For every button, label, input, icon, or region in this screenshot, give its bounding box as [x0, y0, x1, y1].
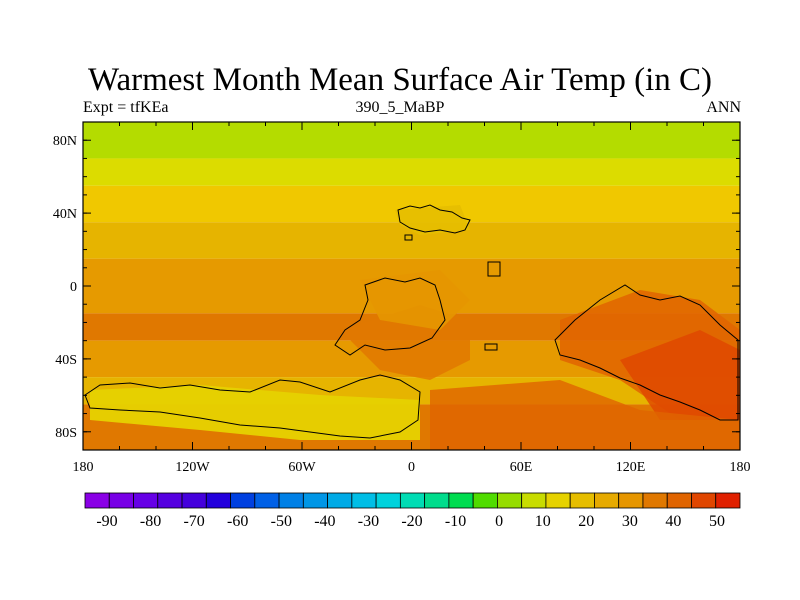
colorbar-label: 20 [578, 513, 594, 530]
time-period-label: 390_5_MaBP [355, 99, 445, 116]
colorbar-swatch [327, 492, 353, 509]
lon-tick-label: 60E [510, 460, 533, 475]
temperature-features [90, 205, 740, 450]
colorbar-label: -10 [445, 513, 466, 530]
coastline-small-island-3 [484, 343, 498, 351]
colorbar-swatch [472, 492, 498, 509]
colorbar-swatch [84, 492, 110, 509]
colorbar-swatch [108, 492, 134, 509]
map-ticks [82, 121, 741, 451]
colorbar-swatch [545, 492, 571, 509]
experiment-label: Expt = tfKEa [83, 99, 169, 116]
lon-tick-label: 180 [730, 460, 751, 475]
colorbar-swatch [691, 492, 717, 509]
colorbar-swatch [302, 492, 328, 509]
colorbar-swatch [497, 492, 523, 509]
colorbar-swatch [448, 492, 474, 509]
colorbar-label: -60 [227, 513, 248, 530]
coastlines [84, 204, 739, 439]
coastline-north [397, 204, 471, 234]
colorbar-swatch [666, 492, 692, 509]
colorbar-label: 0 [495, 513, 503, 530]
colorbar-swatch [230, 492, 256, 509]
colorbar-swatch [181, 492, 207, 509]
colorbar-swatch [205, 492, 231, 509]
colorbar-label: 30 [622, 513, 638, 530]
colorbar-swatch [278, 492, 304, 509]
colorbar-swatch [618, 492, 644, 509]
colorbar-label: -90 [96, 513, 117, 530]
colorbar-swatch [375, 492, 401, 509]
lat-tick-label: 0 [70, 280, 77, 295]
lat-tick-label: 80S [55, 426, 77, 441]
colorbar-swatch [569, 492, 595, 509]
lon-tick-label: 120E [616, 460, 646, 475]
colorbar-label: -30 [358, 513, 379, 530]
coastline-africa [334, 277, 446, 356]
coastline-east [554, 284, 739, 421]
lat-tick-label: 40N [53, 207, 77, 222]
colorbar-swatch [594, 492, 620, 509]
colorbar-label: 40 [665, 513, 681, 530]
colorbar-label: -50 [271, 513, 292, 530]
warm-region-antarctica [430, 380, 740, 450]
lon-tick-label: 60W [288, 460, 316, 475]
colorbar-swatch [399, 492, 426, 509]
colorbar-swatch [351, 492, 377, 509]
colorbar-label: -40 [314, 513, 335, 530]
temperature-band-1 [83, 158, 740, 186]
colorbar [84, 492, 741, 509]
colorbar-swatch [157, 492, 183, 509]
cool-region-gondwana [90, 385, 420, 440]
season-label: ANN [706, 99, 741, 116]
coastline-gondwana-west [84, 374, 421, 439]
hot-region-australia [620, 330, 740, 420]
lat-tick-label: 80N [53, 134, 77, 149]
colorbar-swatch [424, 492, 450, 509]
lat-tick-label: 40S [55, 353, 77, 368]
north-continent [395, 205, 470, 235]
coastline-small-island-2 [487, 261, 501, 277]
lon-tick-label: 180 [73, 460, 94, 475]
colorbar-label: -20 [401, 513, 422, 530]
colorbar-label: -70 [183, 513, 204, 530]
colorbar-swatch [254, 492, 280, 509]
coastline-small-island-1 [404, 234, 413, 241]
plot-title: Warmest Month Mean Surface Air Temp (in … [87, 62, 713, 98]
colorbar-swatch [133, 492, 159, 509]
lon-tick-label: 0 [408, 460, 415, 475]
tropical-africa [360, 270, 470, 330]
colorbar-labels: -90 -80 -70 -60 -50 -40 -30 -20 -10 0 10 20 30 40 50 [96, 513, 725, 530]
colorbar-label: -80 [140, 513, 161, 530]
colorbar-label: 10 [535, 513, 551, 530]
map-tick-labels: 80N 40N 0 40S 80S 180 120W 60W 0 60E 120E 180 [53, 134, 751, 475]
lon-tick-label: 120W [175, 460, 210, 475]
colorbar-swatch [521, 492, 547, 509]
colorbar-swatch [715, 492, 741, 509]
colorbar-label: 50 [709, 513, 725, 530]
colorbar-swatch [642, 492, 668, 509]
